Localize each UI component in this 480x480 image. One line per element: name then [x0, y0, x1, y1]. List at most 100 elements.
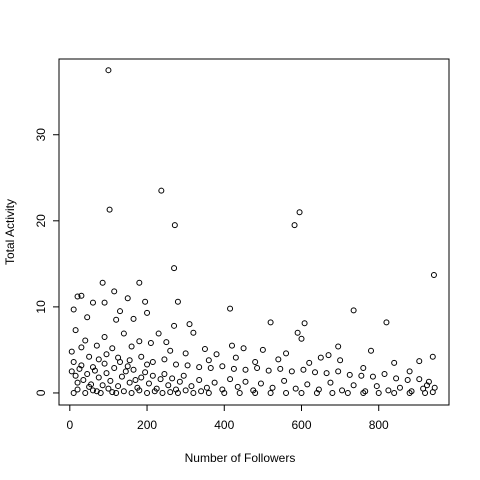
point	[430, 272, 437, 279]
point	[221, 389, 228, 396]
plot-box	[58, 58, 450, 406]
x-tick-label: 800	[369, 418, 389, 432]
point	[101, 299, 108, 306]
point	[167, 389, 174, 396]
point	[165, 382, 172, 389]
point	[136, 387, 143, 394]
point	[360, 389, 367, 396]
point	[78, 292, 85, 299]
point	[95, 374, 102, 381]
point	[171, 322, 178, 329]
point	[242, 366, 249, 373]
point	[281, 377, 288, 384]
point	[406, 389, 413, 396]
point	[138, 353, 145, 360]
point	[292, 385, 299, 392]
point	[368, 347, 374, 354]
point	[120, 330, 127, 337]
point	[373, 383, 380, 390]
point	[167, 347, 174, 354]
point	[109, 345, 116, 352]
point	[126, 357, 133, 364]
point	[219, 363, 226, 370]
point	[277, 365, 284, 372]
point	[128, 343, 135, 350]
point	[111, 364, 118, 371]
point	[230, 365, 237, 372]
point	[232, 354, 239, 361]
point	[283, 350, 290, 357]
point	[117, 308, 124, 315]
point	[186, 321, 193, 328]
point	[269, 384, 276, 391]
y-axis-title: Total Activity	[3, 199, 17, 265]
point	[149, 358, 156, 365]
point	[198, 388, 205, 395]
x-axis-title: Number of Followers	[185, 451, 296, 465]
point	[423, 382, 430, 389]
point	[144, 389, 151, 396]
point	[155, 330, 162, 337]
point	[358, 372, 365, 379]
point	[136, 338, 143, 345]
point	[283, 389, 290, 396]
point	[138, 374, 145, 381]
point	[211, 379, 218, 386]
point	[296, 209, 303, 216]
y-tick-label: 10	[34, 300, 48, 314]
point	[383, 319, 390, 326]
point	[416, 376, 423, 383]
point	[145, 380, 152, 387]
point	[298, 389, 305, 396]
point	[144, 309, 151, 316]
point	[301, 320, 308, 327]
point	[196, 377, 203, 384]
point	[176, 378, 183, 385]
point	[149, 372, 156, 379]
point	[136, 279, 143, 286]
point	[70, 389, 77, 396]
point	[68, 368, 75, 375]
point	[159, 389, 166, 396]
point	[317, 354, 324, 361]
point	[106, 206, 113, 213]
point	[207, 364, 214, 371]
point	[173, 361, 179, 368]
point	[325, 352, 332, 359]
point	[72, 372, 79, 379]
point	[252, 389, 259, 396]
point	[313, 389, 320, 396]
point	[130, 366, 137, 373]
point	[184, 362, 191, 369]
point	[72, 327, 79, 334]
point	[201, 346, 208, 353]
point	[350, 307, 357, 314]
point	[158, 187, 165, 194]
point	[267, 319, 274, 326]
point	[105, 67, 112, 74]
point	[122, 368, 129, 375]
x-tick-label: 0	[66, 418, 73, 432]
point	[118, 373, 125, 380]
point	[147, 340, 154, 347]
point	[429, 389, 436, 396]
point	[101, 334, 108, 341]
point	[169, 375, 176, 382]
point	[227, 305, 234, 312]
point	[391, 359, 398, 366]
x-tick-label: 600	[291, 418, 311, 432]
point	[74, 386, 81, 393]
point	[111, 288, 118, 295]
point	[151, 388, 158, 395]
point	[393, 375, 400, 382]
point	[205, 389, 212, 396]
point	[381, 371, 388, 378]
point	[142, 298, 149, 305]
point	[242, 378, 249, 385]
point	[234, 383, 241, 390]
point	[306, 359, 313, 366]
point	[265, 367, 272, 374]
point	[84, 314, 91, 321]
point	[375, 389, 382, 396]
